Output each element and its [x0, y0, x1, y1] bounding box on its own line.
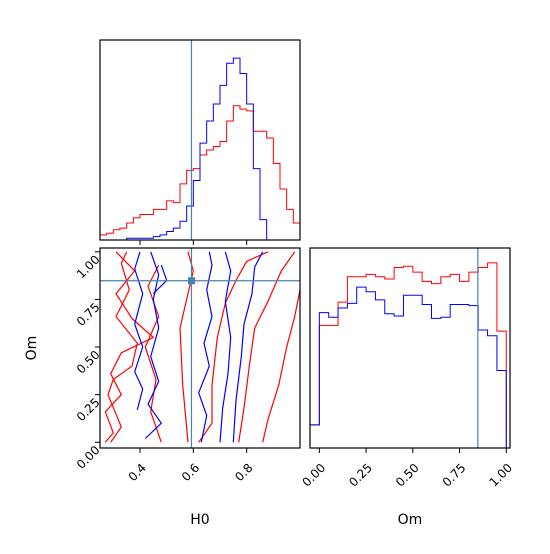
contour-h0-om-ytick-label-3: 0.75: [74, 300, 103, 329]
contour-h0-om-xlabel: H0: [190, 512, 209, 528]
contour-h0-om-series-0-contour-1: [107, 251, 138, 443]
hist-h0-plot-area: [100, 40, 300, 240]
contour-h0-om-series-1-contour-1: [144, 251, 162, 439]
contour-h0-om-ylabel: Om: [24, 336, 40, 361]
contour-h0-om-series-0-contour-2: [144, 264, 162, 443]
hist-om-xtick-label-0: 0.00: [300, 461, 329, 490]
hist-om-plot-area: [310, 248, 507, 448]
contour-h0-om-xtick-label-1: 0.6: [179, 461, 202, 484]
hist-om-xtick-label-1: 0.25: [346, 461, 375, 490]
contour-h0-om-truth-marker: [187, 277, 195, 285]
contour-h0-om-plot-area: [100, 248, 300, 448]
contour-h0-om-xtick-label-2: 0.8: [232, 461, 255, 484]
contour-h0-om-xtick-label-0: 0.4: [126, 461, 149, 484]
contour-h0-om-ytick-label-0: 0.00: [74, 443, 103, 472]
contour-h0-om-ytick-label-4: 1.00: [74, 253, 103, 282]
hist-om-xtick-label-2: 0.50: [393, 461, 422, 490]
hist-om-series-0-steps: [310, 262, 507, 448]
contour-h0-om-ytick-label-1: 0.25: [74, 395, 103, 424]
contour-h0-om-series-0-contour-5: [238, 251, 296, 443]
hist-om-frame: [309, 247, 511, 449]
hist-h0-series-1-steps: [100, 57, 300, 240]
contour-h0-om-series-0-contour-0: [104, 251, 154, 443]
hist-om-series-1-steps: [310, 286, 507, 448]
hist-h0-frame: [99, 39, 301, 241]
hist-om-xtick-label-3: 0.75: [440, 461, 469, 490]
hist-om-xlabel: Om: [398, 512, 423, 528]
contour-h0-om-series-1-contour-4: [219, 251, 232, 443]
contour-h0-om-series-0-contour-4: [198, 251, 269, 443]
contour-h0-om-frame: [99, 247, 301, 449]
contour-h0-om-series-1-contour-5: [232, 251, 264, 443]
contour-h0-om-series-1-contour-3: [198, 251, 213, 443]
hist-om-xtick-label-4: 1.00: [486, 461, 515, 490]
contour-h0-om-series-1-contour-0: [134, 251, 144, 411]
contour-h0-om-ytick-label-2: 0.50: [74, 348, 103, 377]
contour-h0-om-series-0-contour-6: [262, 289, 300, 443]
